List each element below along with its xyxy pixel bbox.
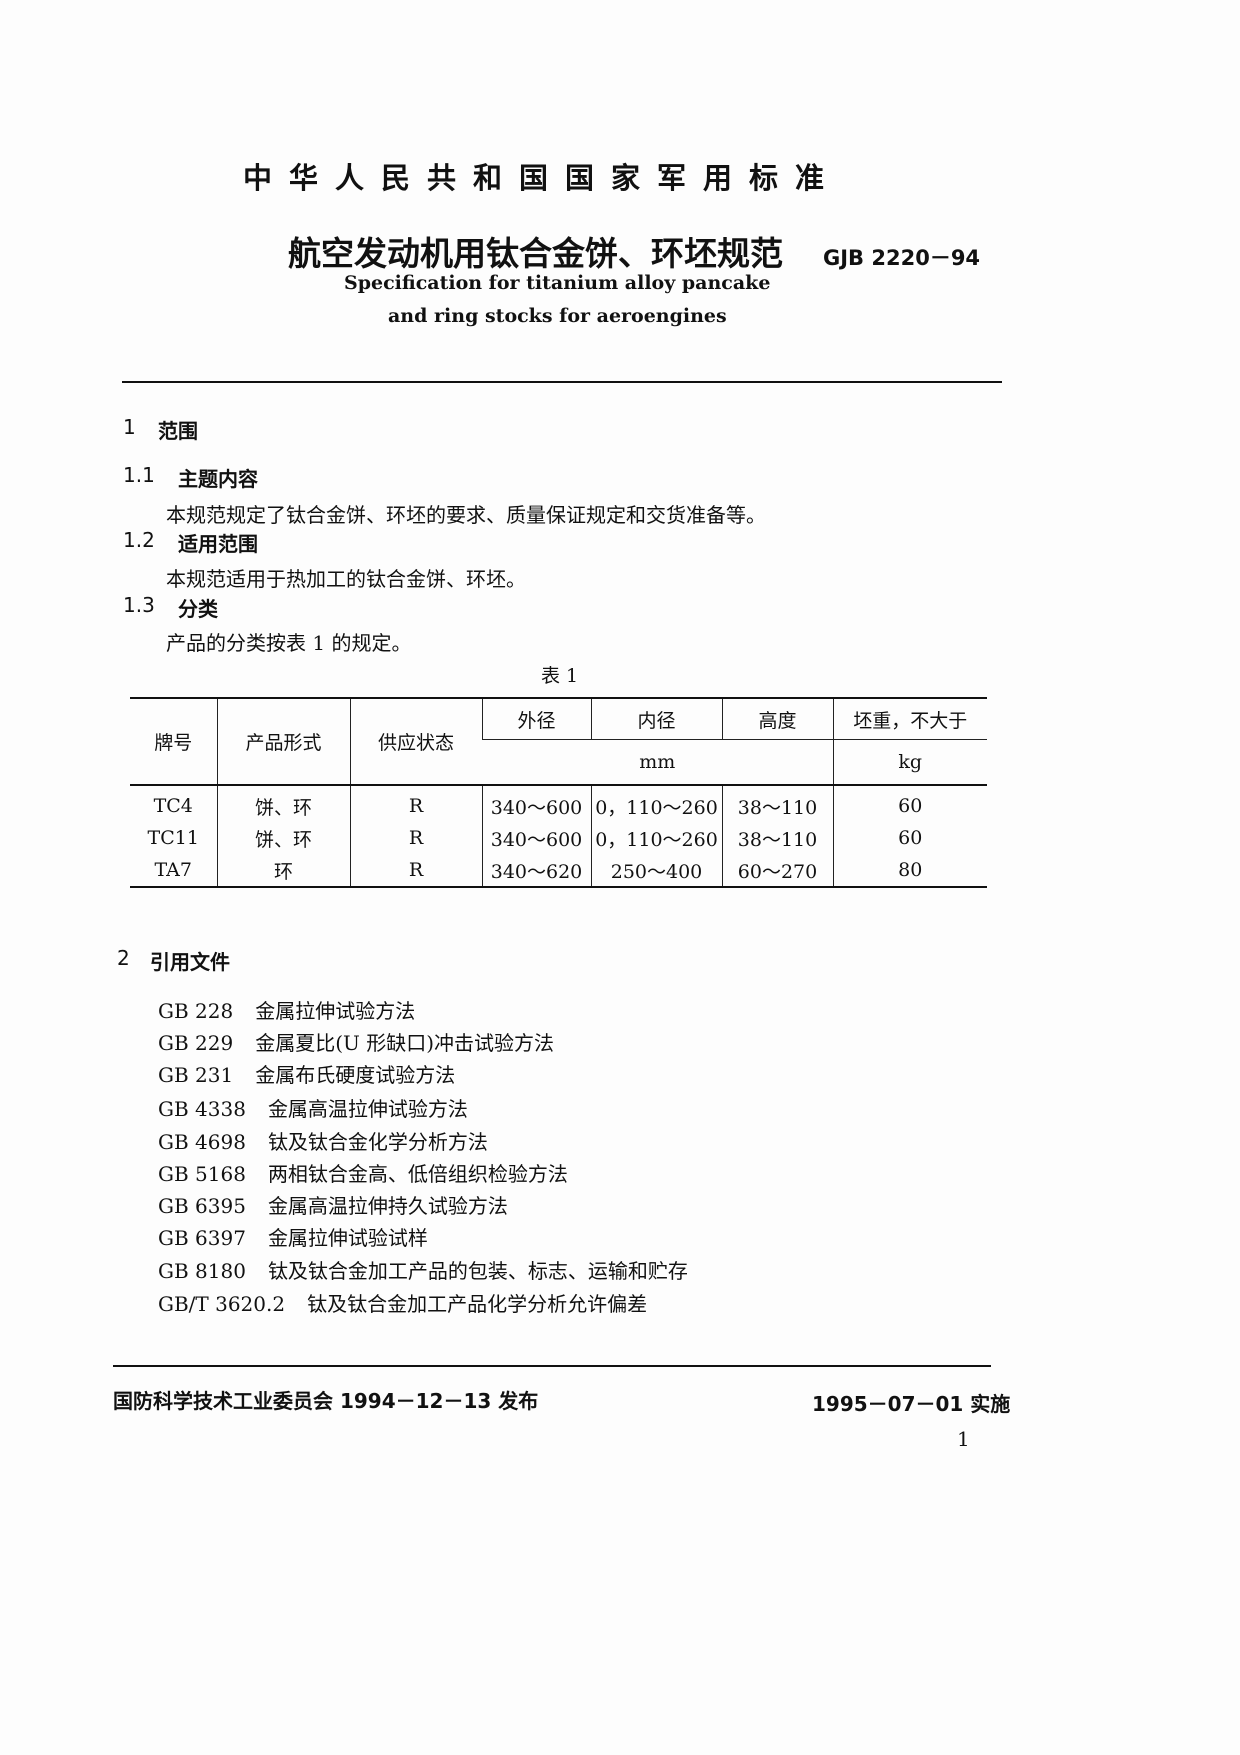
header-outer-diameter: 外径 <box>481 697 591 740</box>
header-product-form: 产品形式 <box>216 697 350 786</box>
table-row: TC11 饼、环 R 340～600 0，110～260 38～110 60 <box>130 822 987 854</box>
reference-title: 金属拉伸试验方法 <box>255 999 416 1023</box>
section-2-title: 引用文件 <box>150 950 230 974</box>
cell-supply-condition: R <box>349 785 482 822</box>
reference-code: GB 228 <box>158 999 234 1023</box>
table-row: TA7 环 R 340～620 250～400 60～270 80 <box>130 854 987 888</box>
title-en-line2: and ring stocks for aeroengines <box>388 305 727 327</box>
header-inner-diameter: 内径 <box>590 697 722 740</box>
section-1-2-text: 本规范适用于热加工的钛合金饼、环坯。 <box>166 567 526 591</box>
cell-supply-condition: R <box>349 854 482 888</box>
cell-outer-diameter: 340～600 <box>481 785 591 822</box>
cell-product-form: 饼、环 <box>216 822 350 854</box>
classification-table: 牌号 产品形式 供应状态 外径 内径 高度 坯重，不大于 mm kg TC4 饼、… <box>130 697 987 888</box>
reference-code: GB 229 <box>158 1031 234 1055</box>
section-1-3-title: 分类 <box>178 597 218 621</box>
cell-weight: 80 <box>832 854 987 888</box>
reference-code: GB 4338 <box>158 1097 246 1121</box>
reference-code: GB 5168 <box>158 1162 246 1186</box>
reference-code: GB 8180 <box>158 1259 246 1283</box>
unit-mm: mm <box>482 739 833 786</box>
reference-item: GB 228 金属拉伸试验方法 <box>158 995 415 1024</box>
reference-item: GB 229 金属夏比(U 形缺口)冲击试验方法 <box>158 1027 554 1056</box>
cell-product-form: 饼、环 <box>216 785 350 822</box>
cell-weight: 60 <box>832 785 987 822</box>
cell-product-form: 环 <box>216 854 350 888</box>
reference-item: GB 231 金属布氏硬度试验方法 <box>158 1059 455 1088</box>
reference-title: 金属夏比(U 形缺口)冲击试验方法 <box>255 1031 555 1055</box>
section-1-2-title: 适用范围 <box>178 532 258 556</box>
reference-title: 金属拉伸试验试样 <box>267 1226 428 1250</box>
section-1-number: 1 <box>123 415 136 439</box>
section-1-1-number: 1.1 <box>123 463 155 487</box>
cell-grade: TC11 <box>147 827 199 849</box>
reference-item: GB 6397 金属拉伸试验试样 <box>158 1222 428 1251</box>
reference-title: 钛及钛合金化学分析方法 <box>267 1130 488 1154</box>
header-divider <box>122 381 1002 383</box>
reference-item: GB 8180 钛及钛合金加工产品的包装、标志、运输和贮存 <box>158 1255 688 1284</box>
cell-weight: 60 <box>832 822 987 854</box>
reference-title: 两相钛合金高、低倍组织检验方法 <box>267 1162 568 1186</box>
table-row: TC4 饼、环 R 340～600 0，110～260 38～110 60 <box>130 785 987 822</box>
title-cn: 航空发动机用钛合金饼、环坯规范 <box>288 234 783 273</box>
cell-height: 38～110 <box>721 822 833 854</box>
reference-item: GB 4698 钛及钛合金化学分析方法 <box>158 1126 488 1155</box>
cell-outer-diameter: 340～600 <box>481 822 591 854</box>
section-1-3-number: 1.3 <box>123 593 155 617</box>
header-supply-condition: 供应状态 <box>349 697 482 786</box>
reference-title: 金属高温拉伸试验方法 <box>267 1097 468 1121</box>
issue-date: 国防科学技术工业委员会 1994－12－13 发布 <box>113 1389 539 1413</box>
section-1-title: 范围 <box>158 419 198 443</box>
reference-title: 钛及钛合金加工产品的包装、标志、运输和贮存 <box>267 1259 688 1283</box>
reference-title: 钛及钛合金加工产品化学分析允许偏差 <box>307 1292 648 1316</box>
header-grade: 牌号 <box>130 697 217 786</box>
cell-height: 60～270 <box>721 854 833 888</box>
reference-item: GB 4338 金属高温拉伸试验方法 <box>158 1093 468 1122</box>
standard-code: GJB 2220－94 <box>823 246 981 270</box>
cell-grade: TA7 <box>130 854 217 888</box>
reference-title: 金属高温拉伸持久试验方法 <box>267 1194 508 1218</box>
section-1-1-text: 本规范规定了钛合金饼、环坯的要求、质量保证规定和交货准备等。 <box>166 503 766 527</box>
cell-outer-diameter: 340～620 <box>481 854 591 888</box>
section-2-number: 2 <box>117 946 130 970</box>
reference-title: 金属布氏硬度试验方法 <box>255 1063 456 1087</box>
table-caption: 表 1 <box>541 665 579 687</box>
cell-height: 38～110 <box>721 785 833 822</box>
header-height: 高度 <box>721 697 833 740</box>
reference-code: GB/T 3620.2 <box>158 1292 286 1316</box>
footer-divider <box>113 1365 991 1367</box>
reference-code: GB 231 <box>158 1063 234 1087</box>
page-number: 1 <box>957 1427 970 1451</box>
cell-inner-diameter: 0，110～260 <box>590 785 722 822</box>
cell-grade: TC4 <box>153 795 193 817</box>
cell-inner-diameter: 0，110～260 <box>590 822 722 854</box>
cell-inner-diameter: 250～400 <box>590 854 722 888</box>
section-1-1-title: 主题内容 <box>178 467 258 491</box>
reference-code: GB 6397 <box>158 1226 246 1250</box>
reference-code: GB 4698 <box>158 1130 246 1154</box>
section-1-3-text: 产品的分类按表 1 的规定。 <box>166 631 412 655</box>
section-1-2-number: 1.2 <box>123 528 155 552</box>
title-en-line1: Specification for titanium alloy pancake <box>344 272 771 294</box>
unit-kg: kg <box>832 739 987 786</box>
reference-code: GB 6395 <box>158 1194 246 1218</box>
effective-date: 1995－07－01 实施 <box>812 1392 1011 1416</box>
cell-supply-condition: R <box>349 822 482 854</box>
standard-body: 中华人民共和国国家军用标准 <box>243 161 842 195</box>
reference-item: GB 5168 两相钛合金高、低倍组织检验方法 <box>158 1158 568 1187</box>
header-weight: 坯重，不大于 <box>832 697 987 740</box>
reference-item: GB/T 3620.2 钛及钛合金加工产品化学分析允许偏差 <box>158 1288 647 1317</box>
reference-item: GB 6395 金属高温拉伸持久试验方法 <box>158 1190 508 1219</box>
